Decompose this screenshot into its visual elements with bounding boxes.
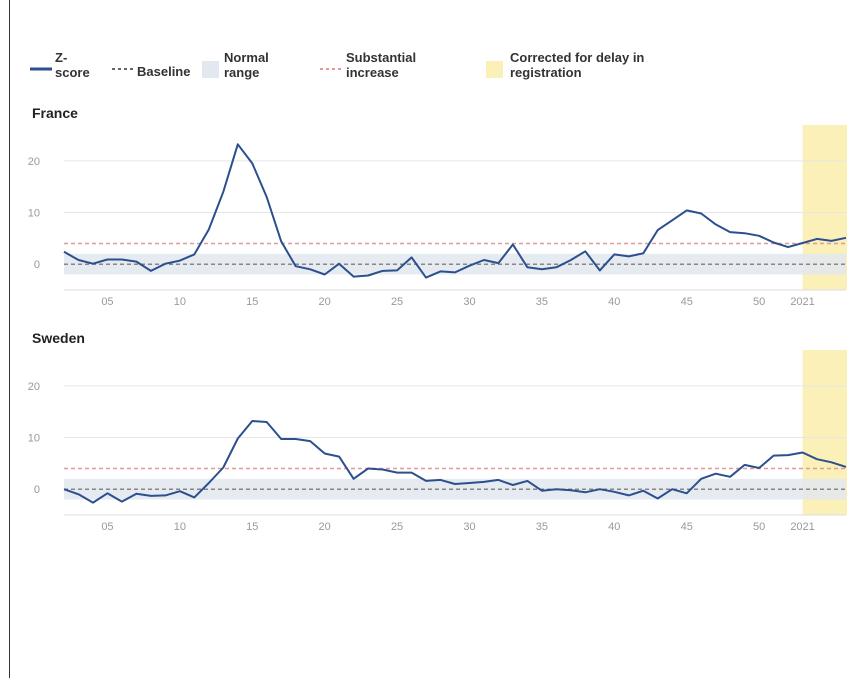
baseline-legend-swatch	[112, 68, 134, 70]
x-tick-label: 2021	[790, 296, 814, 308]
x-tick-label: 10	[174, 521, 186, 533]
x-tick-label: 2021	[790, 521, 814, 533]
france-chart: 0 10 20 05 10 15 20 25 30 35 40 45 50 2021	[28, 125, 847, 308]
y-tick-label: 0	[34, 484, 40, 496]
zscore-legend-swatch	[30, 67, 52, 71]
x-tick-label: 20	[319, 296, 331, 308]
y-tick-label: 20	[28, 156, 40, 168]
x-tick-label: 25	[391, 521, 403, 533]
zscore-series-line	[63, 420, 847, 504]
chart-title-sweden: Sweden	[32, 330, 85, 346]
substantial-increase-legend-swatch	[320, 68, 342, 70]
x-tick-label: 20	[319, 521, 331, 533]
chart-title-france: France	[32, 105, 78, 121]
x-tick-label: 50	[753, 521, 765, 533]
x-tick-label: 35	[536, 296, 548, 308]
zscore-series-line	[63, 143, 847, 279]
x-tick-label: 15	[246, 296, 258, 308]
y-tick-label: 10	[28, 433, 40, 445]
legend: Z- score Baseline Normal range Substanti…	[0, 46, 847, 80]
x-tick-label: 45	[681, 521, 693, 533]
zscore-legend-label: Z- score	[55, 50, 90, 80]
substantial-increase-legend-label: Substantial increase	[346, 50, 417, 80]
baseline-legend-label: Baseline	[137, 64, 191, 79]
sweden-chart: 0 10 20 05 10 15 20 25 30 35 40 45 50 2021	[28, 350, 847, 533]
normal-range-legend-swatch	[202, 61, 219, 78]
normal-range-legend-label: Normal range	[224, 50, 269, 80]
x-tick-label: 10	[174, 296, 186, 308]
y-tick-label: 10	[28, 208, 40, 220]
x-tick-label: 45	[681, 296, 693, 308]
x-tick-label: 25	[391, 296, 403, 308]
x-tick-label: 50	[753, 296, 765, 308]
x-tick-label: 40	[608, 296, 620, 308]
y-tick-label: 0	[34, 259, 40, 271]
x-tick-label: 30	[463, 296, 475, 308]
y-tick-label: 20	[28, 381, 40, 393]
x-tick-label: 15	[246, 521, 258, 533]
x-tick-label: 30	[463, 521, 475, 533]
x-tick-label: 05	[101, 296, 113, 308]
x-tick-label: 35	[536, 521, 548, 533]
x-tick-label: 05	[101, 521, 113, 533]
corrected-legend-swatch	[486, 61, 503, 78]
x-tick-label: 40	[608, 521, 620, 533]
corrected-legend-label: Corrected for delay in registration	[510, 50, 645, 80]
left-border-line	[9, 0, 10, 678]
